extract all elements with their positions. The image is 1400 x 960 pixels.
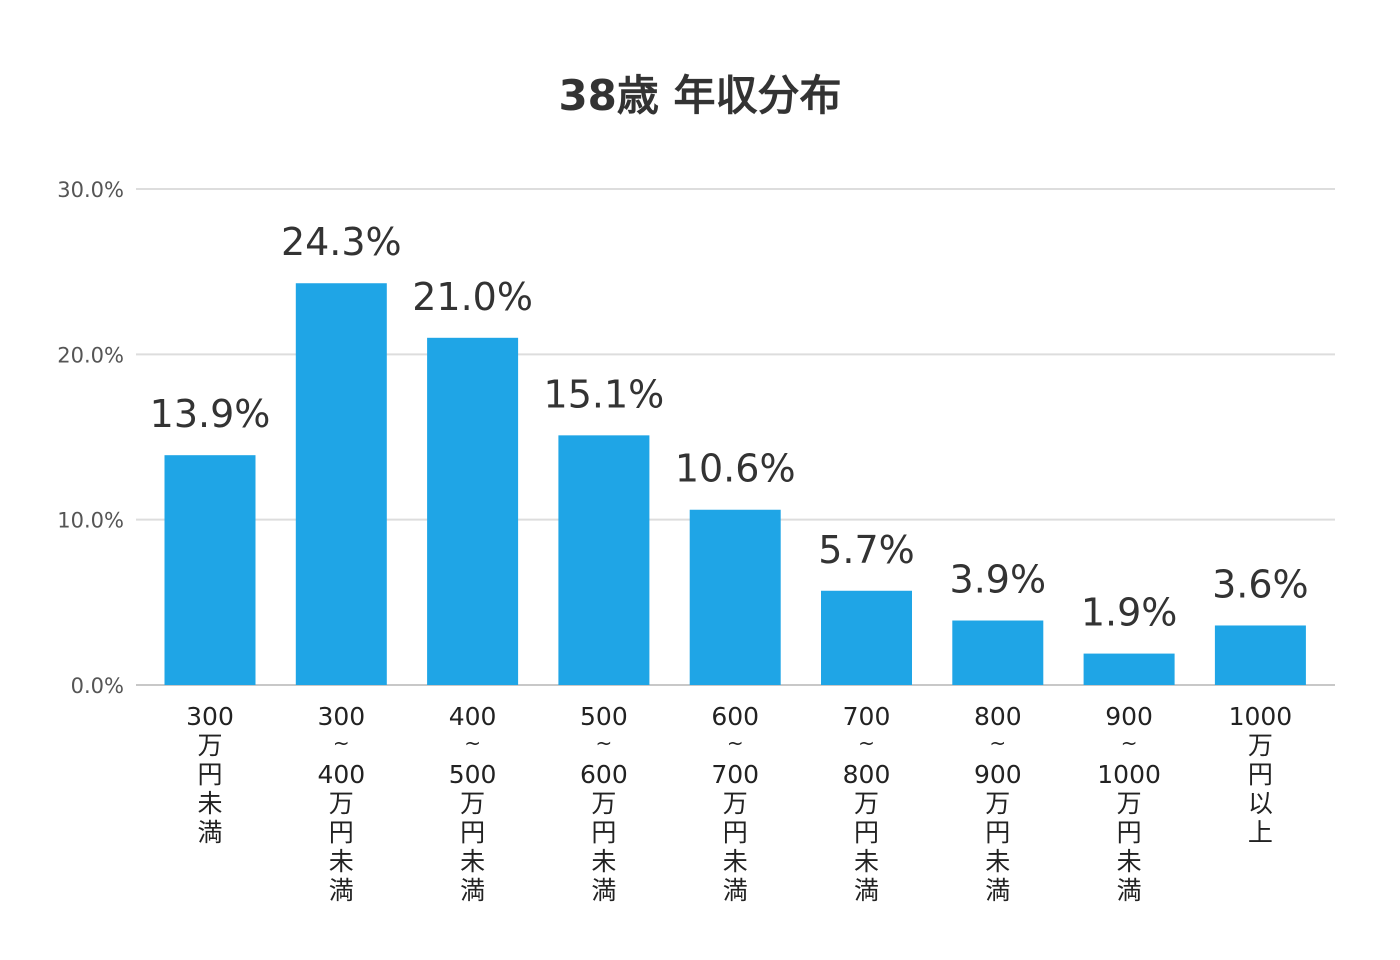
category-label: ~: [596, 731, 613, 755]
chart-title: 38歳 年収分布: [558, 71, 841, 120]
category-label: 上: [1248, 818, 1273, 847]
category-label: 満: [591, 876, 616, 905]
bars: [164, 283, 1306, 685]
category-label: 円: [329, 818, 354, 847]
category-label: 満: [723, 876, 748, 905]
category-label: 万: [985, 789, 1010, 818]
bar: [558, 435, 650, 685]
category-label: 600: [580, 760, 628, 789]
category-label: 満: [197, 818, 222, 847]
category-label: ~: [333, 731, 350, 755]
category-label: 万: [1117, 789, 1142, 818]
category-label: 1000: [1229, 702, 1293, 731]
category-label: 円: [723, 818, 748, 847]
category-label: 900: [1105, 702, 1153, 731]
category-label: 万: [854, 789, 879, 818]
y-tick-label: 30.0%: [57, 178, 124, 202]
category-label: 以: [1248, 789, 1273, 818]
category-label: 400: [449, 702, 497, 731]
category-label: 900: [974, 760, 1022, 789]
category-label: 万: [591, 789, 616, 818]
category-label: 未: [329, 847, 354, 876]
category-label: 円: [460, 818, 485, 847]
data-label: 13.9%: [150, 392, 271, 436]
data-label: 21.0%: [412, 275, 533, 319]
y-tick-label: 0.0%: [71, 674, 124, 698]
data-label: 1.9%: [1081, 591, 1178, 635]
y-tick-label: 20.0%: [57, 343, 124, 367]
bar: [295, 283, 387, 685]
category-label: 満: [854, 876, 879, 905]
category-label: 600: [711, 702, 759, 731]
category-label: 700: [711, 760, 759, 789]
y-axis-ticks: 0.0% 10.0% 20.0% 30.0%: [57, 178, 124, 698]
data-label: 5.7%: [818, 528, 915, 572]
category-label: 円: [591, 818, 616, 847]
data-labels: 13.9% 24.3%21.0% 15.1%10.6% 5.7% 3.9% 1.9% 3.6…: [150, 220, 1309, 634]
category-label: 未: [460, 847, 485, 876]
category-label: 円: [854, 818, 879, 847]
data-label: 3.6%: [1212, 562, 1309, 606]
category-label: 800: [843, 760, 891, 789]
category-label: 未: [1117, 847, 1142, 876]
category-label: 未: [854, 847, 879, 876]
category-label: 万: [1248, 731, 1273, 760]
category-label: 800: [974, 702, 1022, 731]
category-label: 円: [197, 760, 222, 789]
category-label: ~: [858, 731, 875, 755]
category-label: ~: [464, 731, 481, 755]
category-label: 万: [197, 731, 222, 760]
bar: [1083, 653, 1175, 685]
y-tick-label: 10.0%: [57, 509, 124, 533]
category-label: 円: [985, 818, 1010, 847]
category-label: ~: [989, 731, 1006, 755]
bar: [952, 620, 1044, 685]
category-label: 500: [449, 760, 497, 789]
category-label: ~: [1121, 731, 1138, 755]
category-label: 万: [460, 789, 485, 818]
category-label: 300: [186, 702, 234, 731]
bar: [1214, 625, 1306, 685]
category-label: 満: [460, 876, 485, 905]
data-label: 10.6%: [675, 447, 796, 491]
category-label: 円: [1248, 760, 1273, 789]
category-label: 300: [317, 702, 365, 731]
category-label: 満: [985, 876, 1010, 905]
bar: [689, 509, 781, 685]
category-label: 未: [591, 847, 616, 876]
category-labels: 300万円未満300~400万円未満400~500万円未満500~600万円未満…: [186, 702, 1292, 905]
category-label: 未: [985, 847, 1010, 876]
data-label: 15.1%: [544, 372, 665, 416]
bar: [427, 337, 519, 685]
category-label: 満: [329, 876, 354, 905]
category-label: 満: [1117, 876, 1142, 905]
category-label: 未: [197, 789, 222, 818]
category-label: 未: [723, 847, 748, 876]
category-label: 万: [723, 789, 748, 818]
category-label: 400: [317, 760, 365, 789]
category-label: 万: [329, 789, 354, 818]
data-label: 24.3%: [281, 220, 402, 264]
bar: [821, 590, 912, 685]
category-label: 500: [580, 702, 628, 731]
data-label: 3.9%: [950, 558, 1047, 602]
category-label: 700: [843, 702, 891, 731]
bar: [164, 455, 256, 685]
category-label: ~: [727, 731, 744, 755]
category-label: 円: [1117, 818, 1142, 847]
category-label: 1000: [1097, 760, 1161, 789]
